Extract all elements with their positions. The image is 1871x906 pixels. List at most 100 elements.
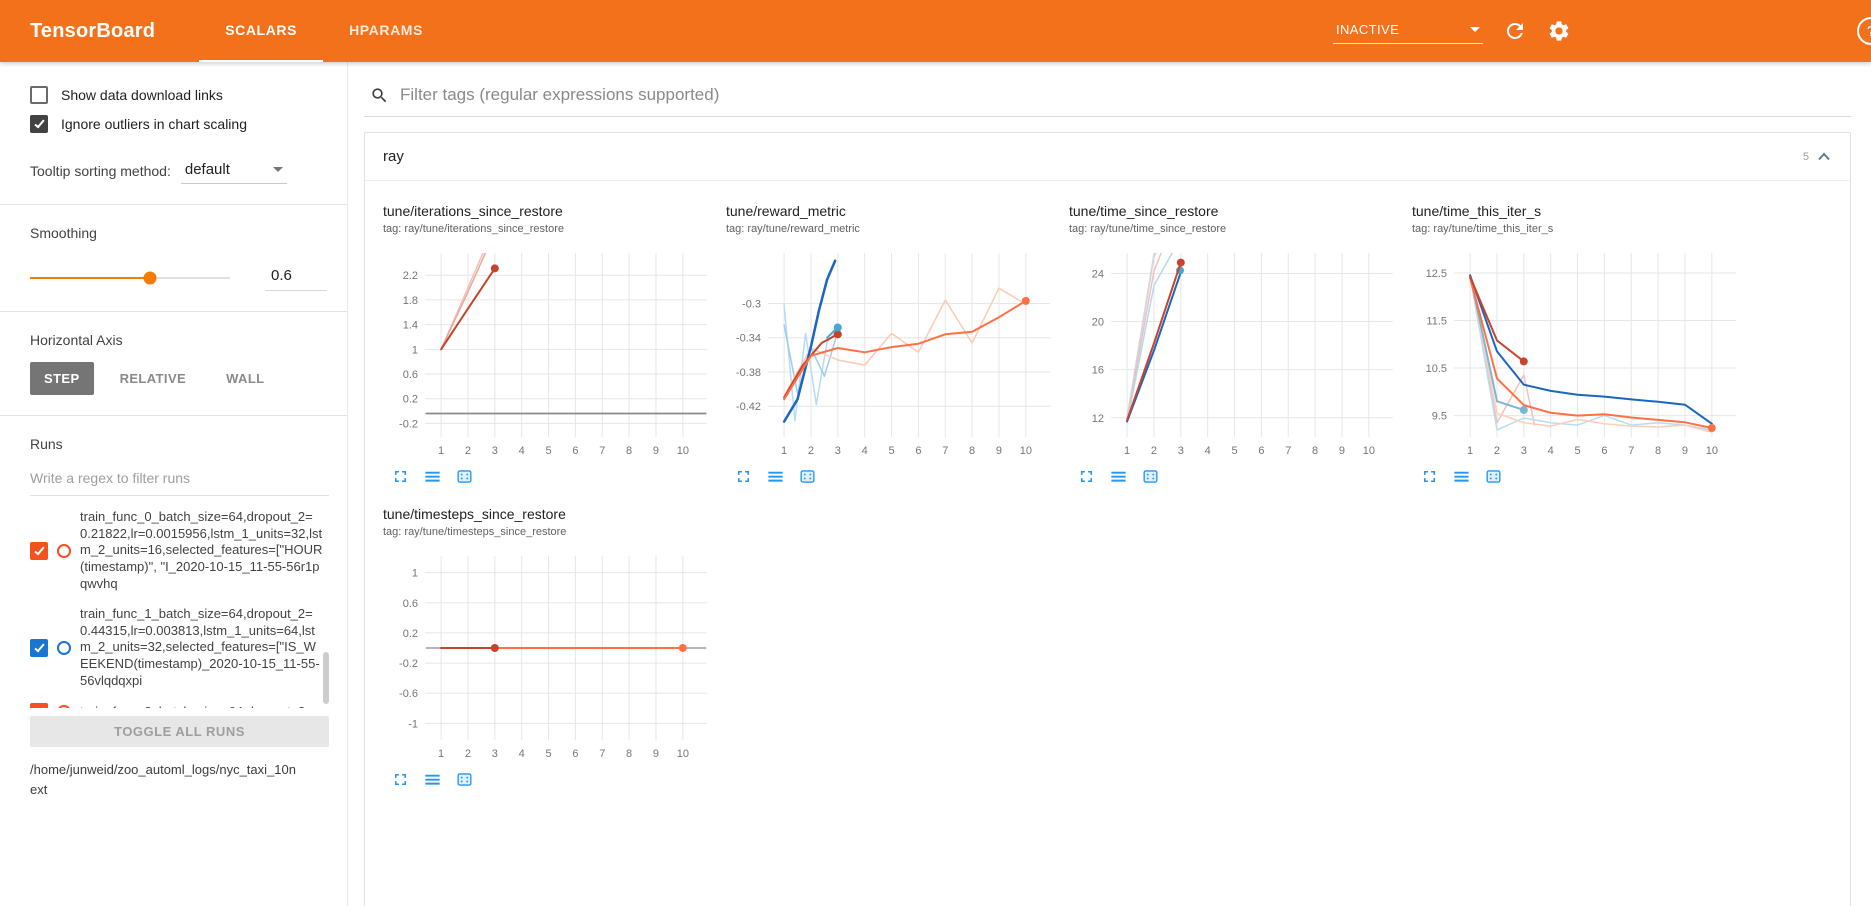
axis-wall-button[interactable]: WALL xyxy=(212,362,278,395)
svg-text:3: 3 xyxy=(1521,445,1527,457)
chart-actions xyxy=(1069,467,1400,486)
svg-text:0.6: 0.6 xyxy=(403,369,418,381)
svg-text:1: 1 xyxy=(1467,445,1473,457)
tag-filter-input[interactable] xyxy=(400,85,1851,105)
fit-domain-icon[interactable] xyxy=(798,467,817,486)
chart-plot[interactable]: -0.42 -0.38 -0.34 -0.3 1 2 3 4 5 6 7 8 9 10 xyxy=(726,245,1057,463)
smoothing-slider[interactable] xyxy=(30,271,230,285)
ignore-outliers-checkbox[interactable] xyxy=(30,115,48,133)
view-full-data-icon[interactable] xyxy=(1452,467,1471,486)
divider xyxy=(0,415,347,416)
runs-scrollbar[interactable] xyxy=(323,652,329,704)
svg-text:9: 9 xyxy=(653,748,659,760)
chart-actions xyxy=(1412,467,1743,486)
run-item[interactable]: train_func_1_batch_size=64,dropout_2=0.4… xyxy=(30,599,329,696)
view-full-data-icon[interactable] xyxy=(766,467,785,486)
fit-domain-icon[interactable] xyxy=(455,467,474,486)
refresh-icon[interactable] xyxy=(1503,19,1527,43)
fit-domain-icon[interactable] xyxy=(1484,467,1503,486)
settings-gear-icon[interactable] xyxy=(1547,19,1571,43)
svg-text:-0.6: -0.6 xyxy=(399,688,418,700)
svg-text:7: 7 xyxy=(599,748,605,760)
svg-text:10.5: 10.5 xyxy=(1426,363,1447,375)
chart-actions xyxy=(383,770,714,789)
chart-card: tune/iterations_since_restore tag: ray/t… xyxy=(371,191,714,494)
chart-tag: tag: ray/tune/iterations_since_restore xyxy=(383,223,564,235)
tooltip-sorting-dropdown[interactable]: default xyxy=(180,159,287,184)
expand-chart-icon[interactable] xyxy=(391,467,410,486)
show-download-row[interactable]: Show data download links xyxy=(30,86,329,104)
svg-text:3: 3 xyxy=(492,748,498,760)
svg-text:5: 5 xyxy=(1574,445,1580,457)
runs-list: train_func_0_batch_size=64,dropout_2=0.2… xyxy=(30,502,329,708)
tab-hparams[interactable]: HPARAMS xyxy=(349,22,424,38)
divider xyxy=(0,204,347,205)
chevron-down-icon xyxy=(1470,27,1480,32)
chart-title: tune/timesteps_since_restore xyxy=(383,506,566,522)
run-color-radio[interactable] xyxy=(57,705,71,708)
chart-plot[interactable]: -0.2 0.2 0.6 1 1.4 1.8 2.2 1 2 3 4 5 6 7 8 9 10 xyxy=(383,245,714,463)
slider-thumb[interactable] xyxy=(143,271,157,285)
svg-text:2: 2 xyxy=(1151,445,1157,457)
view-full-data-icon[interactable] xyxy=(1109,467,1128,486)
expand-chart-icon[interactable] xyxy=(734,467,753,486)
chart-tag: tag: ray/tune/reward_metric xyxy=(726,223,860,235)
fit-domain-icon[interactable] xyxy=(455,770,474,789)
svg-text:-0.3: -0.3 xyxy=(742,298,761,310)
svg-text:4: 4 xyxy=(862,445,868,457)
show-download-checkbox[interactable] xyxy=(30,86,48,104)
svg-text:6: 6 xyxy=(572,445,578,457)
svg-text:16: 16 xyxy=(1092,365,1104,377)
run-checkbox[interactable] xyxy=(30,638,48,657)
tag-group-header[interactable]: ray 5 xyxy=(365,133,1850,181)
svg-text:5: 5 xyxy=(545,748,551,760)
svg-text:7: 7 xyxy=(1285,445,1291,457)
chart-plot[interactable]: 9.5 10.5 11.5 12.5 1 2 3 4 5 6 7 8 9 10 xyxy=(1412,245,1743,463)
ignore-outliers-row[interactable]: Ignore outliers in chart scaling xyxy=(30,115,329,133)
svg-text:5: 5 xyxy=(1231,445,1237,457)
fit-domain-icon[interactable] xyxy=(1141,467,1160,486)
svg-text:4: 4 xyxy=(1205,445,1211,457)
expand-chart-icon[interactable] xyxy=(1077,467,1096,486)
chart-plot[interactable]: 12 16 20 24 1 2 3 4 5 6 7 8 9 10 xyxy=(1069,245,1400,463)
svg-text:-0.2: -0.2 xyxy=(399,418,418,430)
toggle-all-runs-button[interactable]: TOGGLE ALL RUNS xyxy=(30,716,329,747)
run-item[interactable]: train_func_0_batch_size=64,dropout_2=0.2… xyxy=(30,502,329,599)
status-dropdown[interactable]: INACTIVE xyxy=(1333,18,1483,44)
svg-text:1: 1 xyxy=(1124,445,1130,457)
tag-filter-row xyxy=(364,76,1851,117)
svg-text:1.8: 1.8 xyxy=(403,295,418,307)
runs-filter-input[interactable] xyxy=(30,462,329,496)
chart-tag: tag: ray/tune/time_this_iter_s xyxy=(1412,223,1554,235)
chart-card: tune/timesteps_since_restore tag: ray/tu… xyxy=(371,494,714,797)
tooltip-sorting-label: Tooltip sorting method: xyxy=(30,163,171,179)
expand-chart-icon[interactable] xyxy=(391,770,410,789)
run-label: train_func_0_batch_size=64,dropout_2=0.2… xyxy=(80,509,323,591)
run-checkbox[interactable] xyxy=(30,541,48,560)
svg-text:0.2: 0.2 xyxy=(403,394,418,406)
tag-group-card: ray 5 tune/iterations_since_restore tag:… xyxy=(364,132,1851,906)
chevron-up-icon[interactable] xyxy=(1816,149,1832,165)
smoothing-label: Smoothing xyxy=(30,225,97,241)
view-full-data-icon[interactable] xyxy=(423,467,442,486)
svg-text:8: 8 xyxy=(626,748,632,760)
run-item[interactable]: train_func_2_batch_size=64,dropout_2= xyxy=(30,696,329,708)
axis-step-button[interactable]: STEP xyxy=(30,362,94,395)
svg-text:10: 10 xyxy=(1706,445,1718,457)
smoothing-value[interactable]: 0.6 xyxy=(265,265,327,291)
run-checkbox[interactable] xyxy=(30,703,48,708)
run-color-radio[interactable] xyxy=(57,543,71,558)
divider xyxy=(0,311,347,312)
expand-chart-icon[interactable] xyxy=(1420,467,1439,486)
svg-text:-1: -1 xyxy=(408,718,418,730)
run-color-radio[interactable] xyxy=(57,640,71,655)
chart-card: tune/time_since_restore tag: ray/tune/ti… xyxy=(1057,191,1400,494)
tab-scalars[interactable]: SCALARS xyxy=(199,0,324,62)
main-tabs: SCALARS HPARAMS xyxy=(199,0,449,62)
view-full-data-icon[interactable] xyxy=(423,770,442,789)
svg-text:0.6: 0.6 xyxy=(403,598,418,610)
chart-plot[interactable]: 1 0.6 0.2 -0.2 -0.6 -1 1 2 3 4 5 6 7 8 9 10 xyxy=(383,548,714,766)
chart-tag: tag: ray/tune/time_since_restore xyxy=(1069,223,1227,235)
axis-relative-button[interactable]: RELATIVE xyxy=(106,362,201,395)
svg-text:2: 2 xyxy=(808,445,814,457)
